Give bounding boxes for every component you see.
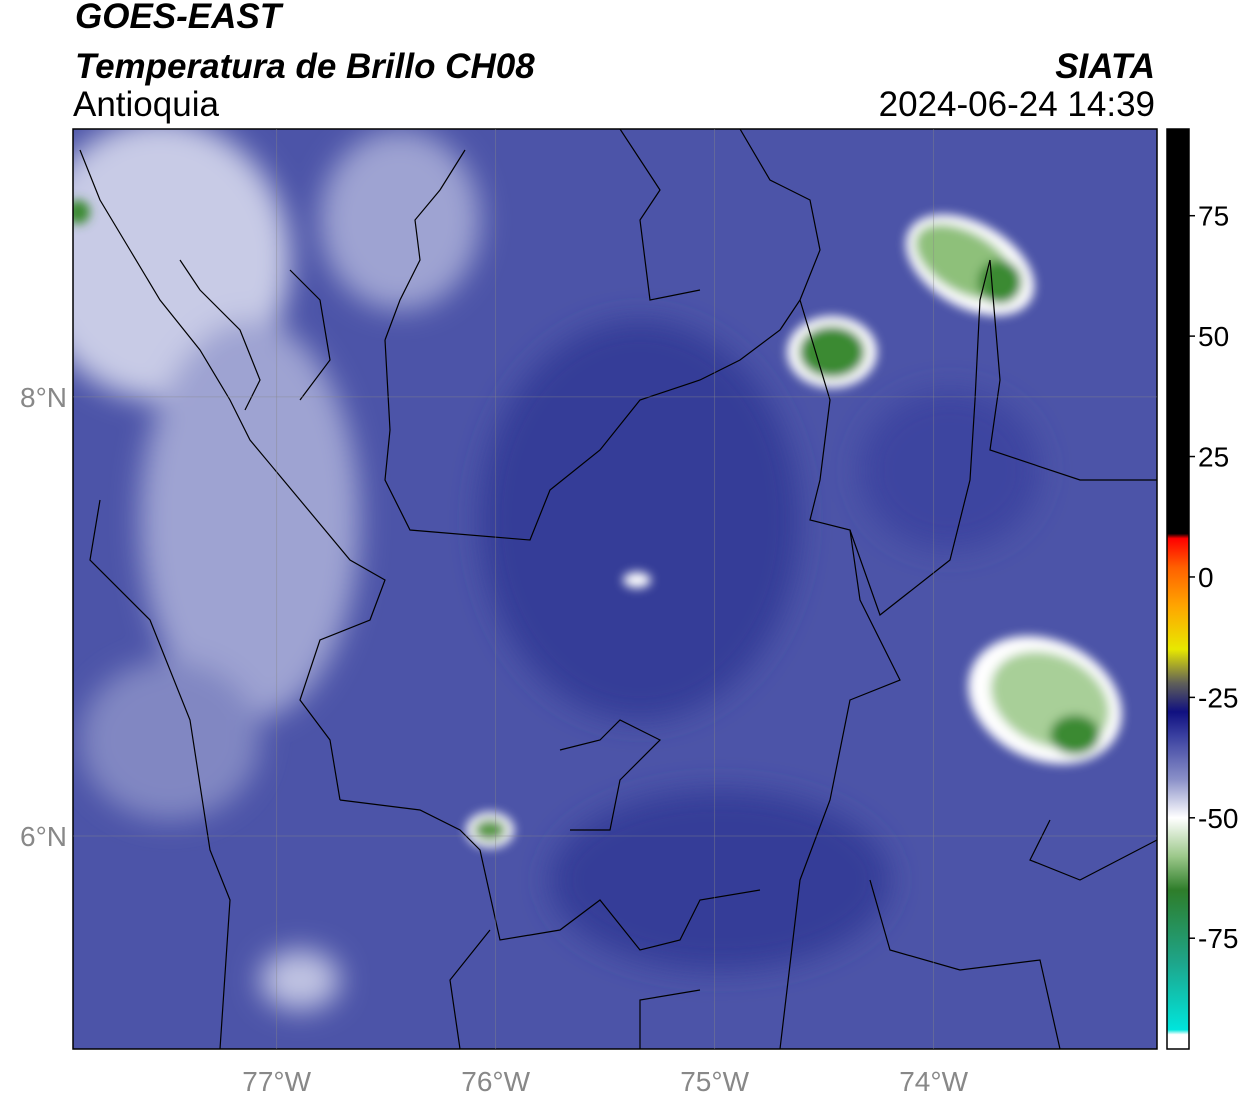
subtitle: Temperatura de Brillo CH08 [75, 47, 535, 86]
title: GOES-EAST [75, 0, 284, 36]
colorbar-tick-label: -50 [1198, 803, 1238, 834]
cloud-texture [73, 129, 1040, 1010]
convective-cells [73, 200, 1122, 848]
y-tick-label: 8°N [20, 382, 67, 413]
borders [79, 129, 1157, 1049]
source: SIATA [1055, 47, 1155, 86]
y-tick-label: 6°N [20, 821, 67, 852]
x-tick-label: 76°W [461, 1066, 530, 1097]
colorbar-tick-label: 50 [1198, 321, 1229, 352]
colorbar-tick-label: 75 [1198, 201, 1229, 232]
x-tick-label: 75°W [680, 1066, 749, 1097]
colorbar-tick-label: 25 [1198, 442, 1229, 473]
map-frame [72, 128, 1158, 1050]
x-tick-label: 74°W [899, 1066, 968, 1097]
x-tick-label: 77°W [242, 1066, 311, 1097]
timestamp: 2024-06-24 14:39 [879, 85, 1155, 124]
colorbar-tick-label: 0 [1198, 562, 1214, 593]
colorbar-tick-label: -75 [1198, 923, 1238, 954]
colorbar-tick-label: -25 [1198, 682, 1238, 713]
region: Antioquia [73, 85, 219, 124]
colorbar [1166, 128, 1190, 1050]
map-field [73, 129, 1157, 1049]
